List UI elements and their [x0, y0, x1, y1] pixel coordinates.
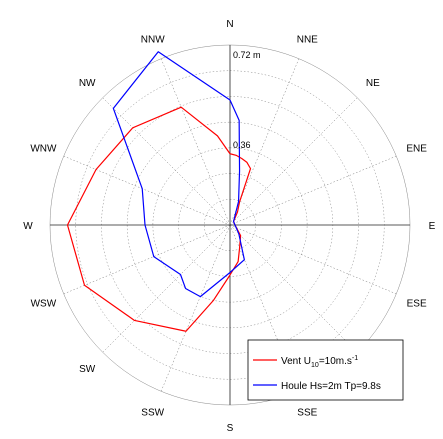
direction-label-wsw: WSW [31, 298, 57, 309]
direction-label-wnw: WNW [30, 144, 57, 155]
grid-spoke-ssw [160, 224, 231, 392]
series-line-houle [112, 51, 245, 298]
grid-spoke-ese [229, 224, 397, 295]
grid-spoke-nw [102, 97, 231, 226]
grid-spoke-wnw [63, 155, 231, 226]
series-lines [66, 51, 252, 332]
direction-label-n: N [226, 19, 233, 30]
direction-label-ene: ENE [406, 144, 427, 155]
direction-label-nne: NNE [297, 34, 318, 45]
radial-label: 0.72 m [233, 50, 261, 60]
direction-label-e: E [429, 221, 436, 232]
legend-vent-mid: =10m.s [319, 356, 352, 367]
grid-spoke-ne [229, 97, 358, 226]
legend-box [247, 339, 404, 401]
direction-label-sse: SSE [297, 408, 317, 419]
direction-label-ne: NE [366, 78, 380, 89]
grid-spoke-ene [229, 155, 397, 226]
direction-label-s: S [227, 423, 234, 434]
direction-grid-spokes [50, 45, 410, 405]
direction-label-ssw: SSW [141, 408, 164, 419]
direction-label-ese: ESE [407, 298, 427, 309]
legend: Vent U10=10m.s-1 Houle Hs=2m Tp=9.8s [247, 339, 404, 401]
grid-spoke-wsw [63, 224, 231, 295]
series-line-vent [66, 106, 252, 332]
legend-vent-sub: 10 [311, 362, 319, 369]
radial-labels: 0.72 m 0.36 [233, 50, 261, 150]
grid-ring [75, 70, 385, 380]
legend-label-vent: Vent U10=10m.s-1 [281, 355, 358, 369]
legend-label-houle: Houle Hs=2m Tp=9.8s [281, 381, 381, 392]
grid-spoke-nnw [160, 58, 231, 226]
direction-label-w: W [23, 221, 33, 232]
direction-label-nnw: NNW [141, 34, 165, 45]
direction-label-nw: NW [79, 78, 96, 89]
grid-spoke-se [229, 224, 358, 353]
legend-vent-text: Vent U [281, 356, 311, 367]
legend-vent-sup: -1 [352, 355, 358, 362]
direction-labels: NNNENEENEEESESESSESSSWSWWSWWWNWNWNNW [23, 19, 435, 434]
radial-label: 0.36 [233, 140, 251, 150]
direction-label-sw: SW [79, 364, 96, 375]
